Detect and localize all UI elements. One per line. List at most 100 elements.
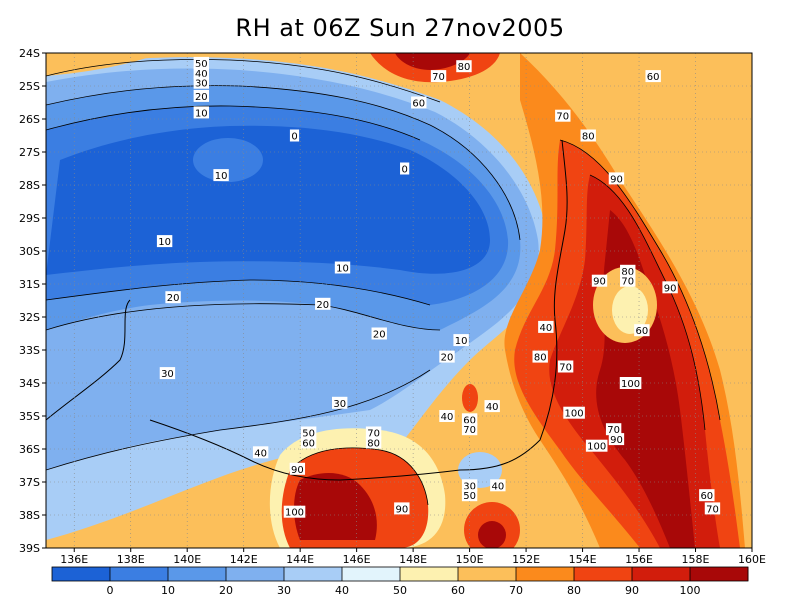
lon-tick-label: 160E	[738, 553, 766, 566]
lat-tick-label: 28S	[19, 179, 40, 192]
contour-label: 70	[367, 429, 380, 440]
colorbar-swatch	[342, 567, 401, 581]
contour-label: 70	[607, 425, 620, 436]
contour-label: 50	[302, 429, 315, 440]
contour-label-bg	[430, 70, 447, 83]
contour-label-bg	[484, 400, 500, 413]
colorbar-label: 0	[107, 584, 114, 597]
contour-label-bg	[439, 410, 455, 422]
lat-tick-label: 34S	[19, 377, 40, 390]
contour-label-bg	[252, 446, 269, 459]
contour-label-bg	[461, 413, 478, 426]
contour-label-bg	[490, 479, 506, 492]
contour-label-bg	[620, 274, 636, 287]
contour-label-bg	[645, 70, 661, 83]
lat-tick-label: 38S	[19, 509, 40, 522]
lat-tick-label: 29S	[19, 212, 40, 225]
contour-label: 70	[556, 112, 569, 123]
coastline	[46, 139, 568, 481]
contour-label: 80	[582, 132, 595, 143]
lat-tick-label: 37S	[19, 476, 40, 489]
contour-label: 30	[161, 369, 174, 380]
contour-label-bg	[620, 264, 636, 277]
contour-label: 70	[432, 72, 445, 83]
contour-label-bg	[193, 56, 210, 69]
contour-label: 90	[291, 465, 304, 476]
contour-label: 20	[316, 300, 329, 311]
colorbar-label: 50	[393, 584, 407, 597]
contour-label-bg	[555, 109, 571, 122]
colorbar-swatch	[226, 567, 285, 581]
contour-label: 60	[635, 326, 648, 337]
contour-label: 10	[158, 237, 171, 248]
contour-label: 60	[700, 491, 713, 502]
colorbar-swatch	[458, 567, 517, 581]
contour-label-bg	[557, 360, 574, 373]
lon-tick-label: 158E	[682, 553, 710, 566]
contour-labels: 5040302010001010102020201020303040405060…	[156, 56, 721, 519]
contour-label: 40	[254, 448, 267, 459]
contour-label-bg	[289, 462, 306, 475]
lon-tick-label: 144E	[286, 553, 314, 566]
colorbar-label: 100	[680, 584, 701, 597]
rh-dry-spot	[458, 452, 502, 488]
contour-label-bg	[461, 479, 478, 492]
lon-tick-label: 154E	[569, 553, 597, 566]
contour-label-bg	[634, 324, 650, 337]
lon-tick-label: 148E	[399, 553, 427, 566]
contour-label-bg	[165, 291, 181, 304]
contour-label-bg	[394, 502, 410, 515]
contour-label: 10	[336, 264, 349, 275]
colorbar-swatch	[516, 567, 575, 581]
contour-label-bg	[461, 489, 478, 502]
colorbar-label: 90	[625, 584, 639, 597]
contour-label: 90	[593, 277, 606, 288]
contour-label-bg	[456, 60, 472, 73]
rh-north-core	[395, 53, 470, 70]
lat-tick-label: 33S	[19, 344, 40, 357]
lon-tick-label: 136E	[60, 553, 88, 566]
contour-label-bg	[453, 334, 469, 347]
contour-label: 40	[195, 69, 208, 80]
contour-label-bg	[193, 76, 210, 89]
colorbar-label: 20	[219, 584, 233, 597]
contour-label-bg	[331, 396, 348, 409]
contour-label-bg	[411, 96, 427, 109]
contour-label: 100	[587, 442, 606, 453]
contour-label: 80	[621, 267, 634, 278]
contour-label: 100	[565, 409, 584, 420]
contour-label: 40	[441, 412, 454, 423]
lat-tick-label: 30S	[19, 245, 40, 258]
contour-label: 60	[412, 99, 425, 110]
contour-label: 50	[195, 59, 208, 70]
contour-label: 80	[367, 438, 380, 449]
contour-label-bg	[585, 439, 608, 452]
lat-tick-label: 26S	[19, 113, 40, 126]
contour-label: 30	[195, 79, 208, 90]
colorbar-label: 70	[509, 584, 523, 597]
contour-label: 90	[610, 435, 623, 446]
contour-label: 20	[441, 353, 454, 364]
contour-label-bg	[608, 433, 625, 446]
colorbar-label: 80	[567, 584, 581, 597]
contour-label-bg	[193, 66, 210, 79]
contour-label: 70	[621, 277, 634, 288]
colorbar-swatch	[168, 567, 227, 581]
rh-cell-mid-core	[462, 384, 478, 412]
contour-label: 100	[621, 379, 640, 390]
contour-label: 10	[455, 336, 468, 347]
contour-label-bg	[289, 129, 300, 142]
contour-label-bg	[365, 436, 382, 449]
colorbar-label: 60	[451, 584, 465, 597]
colorbar-label: 30	[277, 584, 291, 597]
contour-label: 70	[559, 363, 572, 374]
lat-tick-label: 25S	[19, 80, 40, 93]
lon-tick-label: 140E	[173, 553, 201, 566]
contour-label-bg	[300, 426, 317, 439]
contour-label-bg	[334, 261, 351, 274]
colorbar-label: 10	[161, 584, 175, 597]
colorbar-swatch	[632, 567, 691, 581]
lat-axis: 24S 25S 26S 27S 28S 29S 30S 31S 32S 33S 34S 35S 36S 3…	[19, 47, 46, 555]
contour-label-bg	[662, 281, 678, 294]
lat-tick-label: 32S	[19, 311, 40, 324]
